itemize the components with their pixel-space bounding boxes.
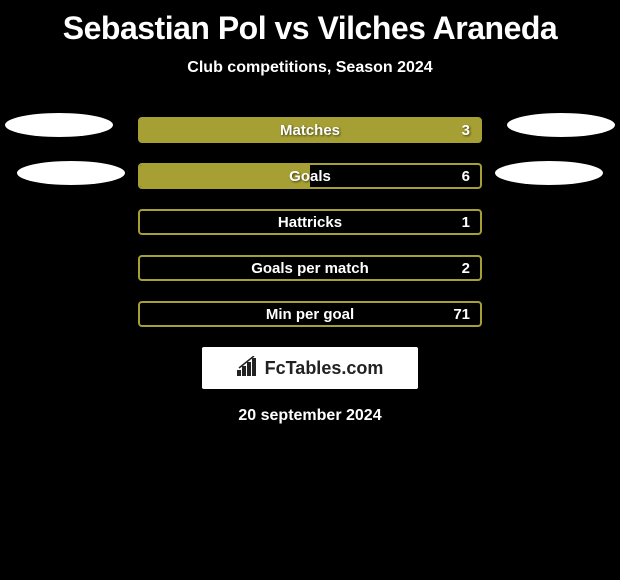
stat-bar-hattricks: Hattricks 1 [138,209,482,235]
page-title: Sebastian Pol vs Vilches Araneda [0,0,620,47]
placeholder-right-group [495,161,603,185]
comparison-area: Matches 3 Goals 6 Hattricks 1 Goals per … [0,117,620,327]
team-logo-placeholder [495,161,603,185]
stat-bar-goals: Goals 6 [138,163,482,189]
stat-bar-min-per-goal: Min per goal 71 [138,301,482,327]
chart-icon [237,356,261,381]
date-text: 20 september 2024 [0,407,620,425]
stat-row: Goals per match 2 [0,255,620,281]
placeholder-right-group [507,113,615,137]
placeholder-left-group [5,113,113,137]
stat-value: 6 [462,168,470,185]
stat-bar-matches: Matches 3 [138,117,482,143]
stat-label: Goals [140,168,480,185]
placeholder-left-group [17,161,125,185]
player-photo-placeholder [507,113,615,137]
stat-row: Hattricks 1 [0,209,620,235]
stat-bar-goals-per-match: Goals per match 2 [138,255,482,281]
stat-value: 1 [462,214,470,231]
stat-value: 3 [462,122,470,139]
logo-content: FcTables.com [237,356,384,381]
player-photo-placeholder [5,113,113,137]
stat-row: Min per goal 71 [0,301,620,327]
subtitle: Club competitions, Season 2024 [0,59,620,77]
stat-label: Matches [140,122,480,139]
logo-box[interactable]: FcTables.com [202,347,418,389]
stat-label: Min per goal [140,306,480,323]
stat-value: 71 [453,306,470,323]
stat-value: 2 [462,260,470,277]
stat-label: Hattricks [140,214,480,231]
stat-label: Goals per match [140,260,480,277]
team-logo-placeholder [17,161,125,185]
logo-text: FcTables.com [265,358,384,379]
